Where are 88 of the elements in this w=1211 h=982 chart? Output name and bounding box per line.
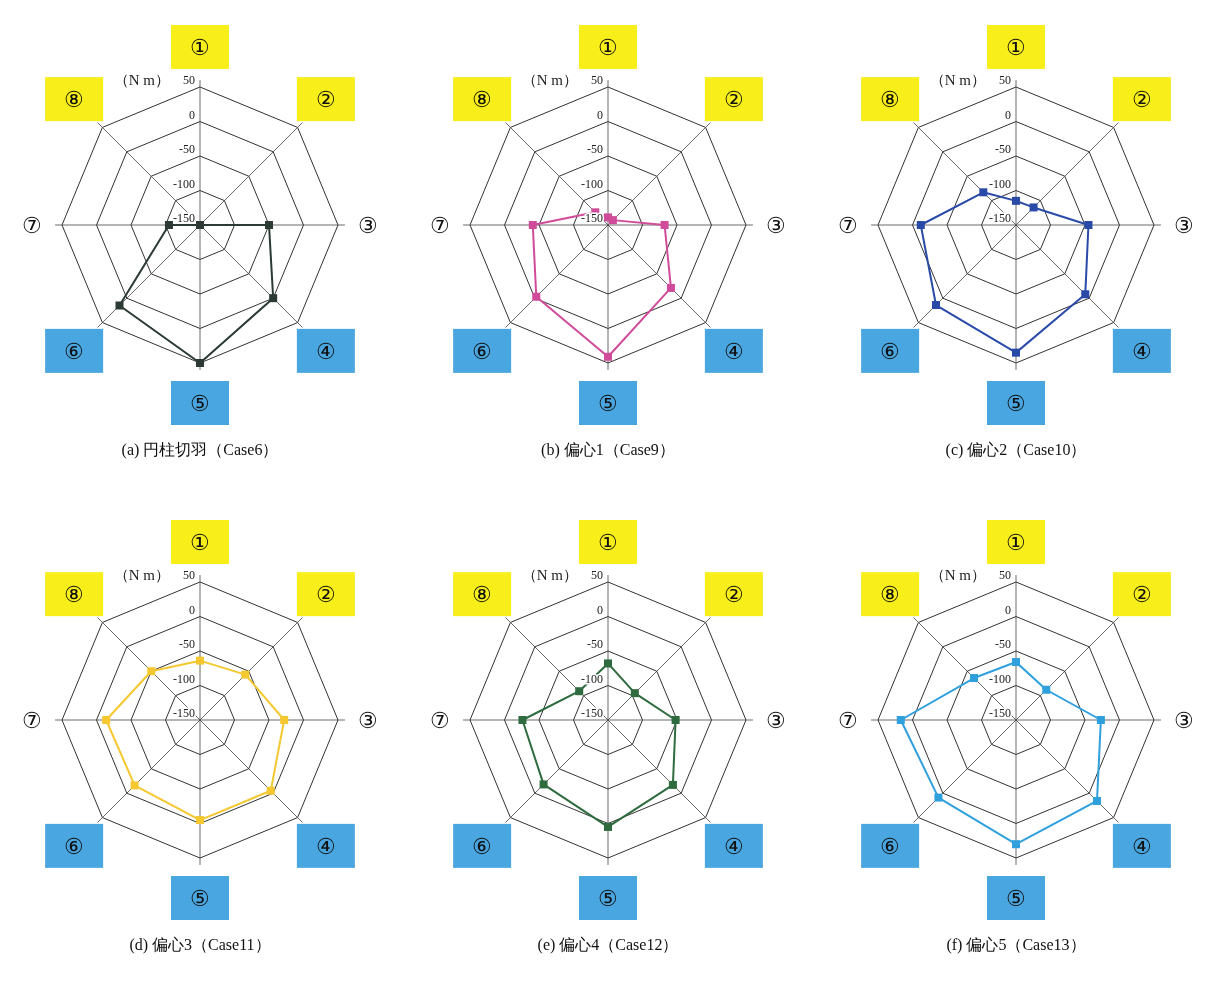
y-tick-label: -150 <box>989 211 1011 225</box>
spoke-label: ⑧ <box>472 582 493 608</box>
spoke-label: ⑤ <box>190 391 210 416</box>
spoke-label: ③ <box>766 708 786 733</box>
y-tick-label: 50 <box>999 73 1011 87</box>
spoke-label: ① <box>598 530 618 555</box>
y-tick-label: -50 <box>179 637 195 651</box>
y-tick-label: -150 <box>581 706 603 720</box>
y-tick-label: 0 <box>597 107 603 122</box>
y-tick-label: -50 <box>587 142 603 156</box>
spoke-label: ③ <box>1174 708 1194 733</box>
spoke-label: ⑥ <box>64 338 85 364</box>
text: （N m） <box>113 72 170 88</box>
text: (b) 偏心1（Case9） <box>541 441 675 459</box>
spoke-label: ⑥ <box>880 338 901 364</box>
spoke-label: ⑤ <box>1006 886 1026 911</box>
text: （N m） <box>521 567 578 583</box>
text: （N m） <box>113 567 170 583</box>
spoke-label: ⑥ <box>472 338 493 364</box>
spoke-label: ⑤ <box>190 886 210 911</box>
spoke-label: ③ <box>766 213 786 238</box>
spoke-label: ③ <box>1174 213 1194 238</box>
spoke-label: ② <box>1131 87 1152 113</box>
spoke-label: ① <box>598 35 618 60</box>
spoke-label: ⑥ <box>64 833 85 859</box>
spoke-label: ③ <box>358 213 378 238</box>
text: (a) 円柱切羽（Case6） <box>121 441 279 459</box>
text: （N m） <box>929 72 986 88</box>
y-tick-label: -50 <box>995 142 1011 156</box>
spoke-label: ② <box>1131 582 1152 608</box>
spoke-label: ⑤ <box>598 886 618 911</box>
spoke-label: ④ <box>1131 833 1152 859</box>
y-tick-label: -50 <box>587 637 603 651</box>
text: (f) 偏心5（Case13） <box>946 936 1086 954</box>
spoke-label: ① <box>1006 35 1026 60</box>
spoke-label: ④ <box>723 833 744 859</box>
text: (e) 偏心4（Case12） <box>537 936 679 954</box>
spoke-label: ② <box>315 582 336 608</box>
spoke-label: ② <box>723 87 744 113</box>
spoke-label: ① <box>1006 530 1026 555</box>
spoke-label: ⑦ <box>838 708 858 733</box>
spoke-label: ⑤ <box>1006 391 1026 416</box>
spoke-label: ① <box>190 530 210 555</box>
y-tick-label: 0 <box>189 602 195 617</box>
y-tick-label: -150 <box>173 706 195 720</box>
y-tick-label: 0 <box>189 107 195 122</box>
y-tick-label: -100 <box>173 671 195 686</box>
y-tick-label: -100 <box>989 176 1011 191</box>
spoke-label: ⑧ <box>472 87 493 113</box>
y-tick-label: 0 <box>1005 602 1011 617</box>
y-tick-label: -100 <box>581 176 603 191</box>
spoke-label: ① <box>190 35 210 60</box>
text: （N m） <box>929 567 986 583</box>
spoke-label: ⑦ <box>838 213 858 238</box>
y-tick-label: 50 <box>591 73 603 87</box>
y-tick-label: 0 <box>1005 107 1011 122</box>
y-tick-label: 0 <box>597 602 603 617</box>
y-tick-label: -100 <box>173 176 195 191</box>
spoke-label: ⑧ <box>64 582 85 608</box>
y-tick-label: -100 <box>989 671 1011 686</box>
spoke-label: ⑦ <box>22 213 42 238</box>
y-tick-label: -150 <box>173 211 195 225</box>
spoke-label: ④ <box>1131 338 1152 364</box>
spoke-label: ⑥ <box>472 833 493 859</box>
spoke-label: ⑤ <box>598 391 618 416</box>
spoke-label: ⑧ <box>64 87 85 113</box>
y-tick-label: 50 <box>591 568 603 582</box>
text: (c) 偏心2（Case10） <box>945 441 1087 459</box>
spoke-label: ⑦ <box>430 708 450 733</box>
spoke-label: ④ <box>315 338 336 364</box>
spoke-label: ④ <box>315 833 336 859</box>
y-tick-label: -50 <box>995 637 1011 651</box>
spoke-label: ③ <box>358 708 378 733</box>
y-tick-label: -50 <box>179 142 195 156</box>
spoke-label: ④ <box>723 338 744 364</box>
y-tick-label: 50 <box>183 568 195 582</box>
y-tick-label: 50 <box>183 73 195 87</box>
spoke-label: ⑧ <box>880 87 901 113</box>
spoke-label: ⑦ <box>22 708 42 733</box>
spoke-label: ② <box>315 87 336 113</box>
spoke-label: ⑥ <box>880 833 901 859</box>
text: （N m） <box>521 72 578 88</box>
spoke-label: ② <box>723 582 744 608</box>
spoke-label: ⑦ <box>430 213 450 238</box>
y-tick-label: 50 <box>999 568 1011 582</box>
spoke-label: ⑧ <box>880 582 901 608</box>
y-tick-label: -150 <box>989 706 1011 720</box>
text: (d) 偏心3（Case11） <box>129 936 271 954</box>
